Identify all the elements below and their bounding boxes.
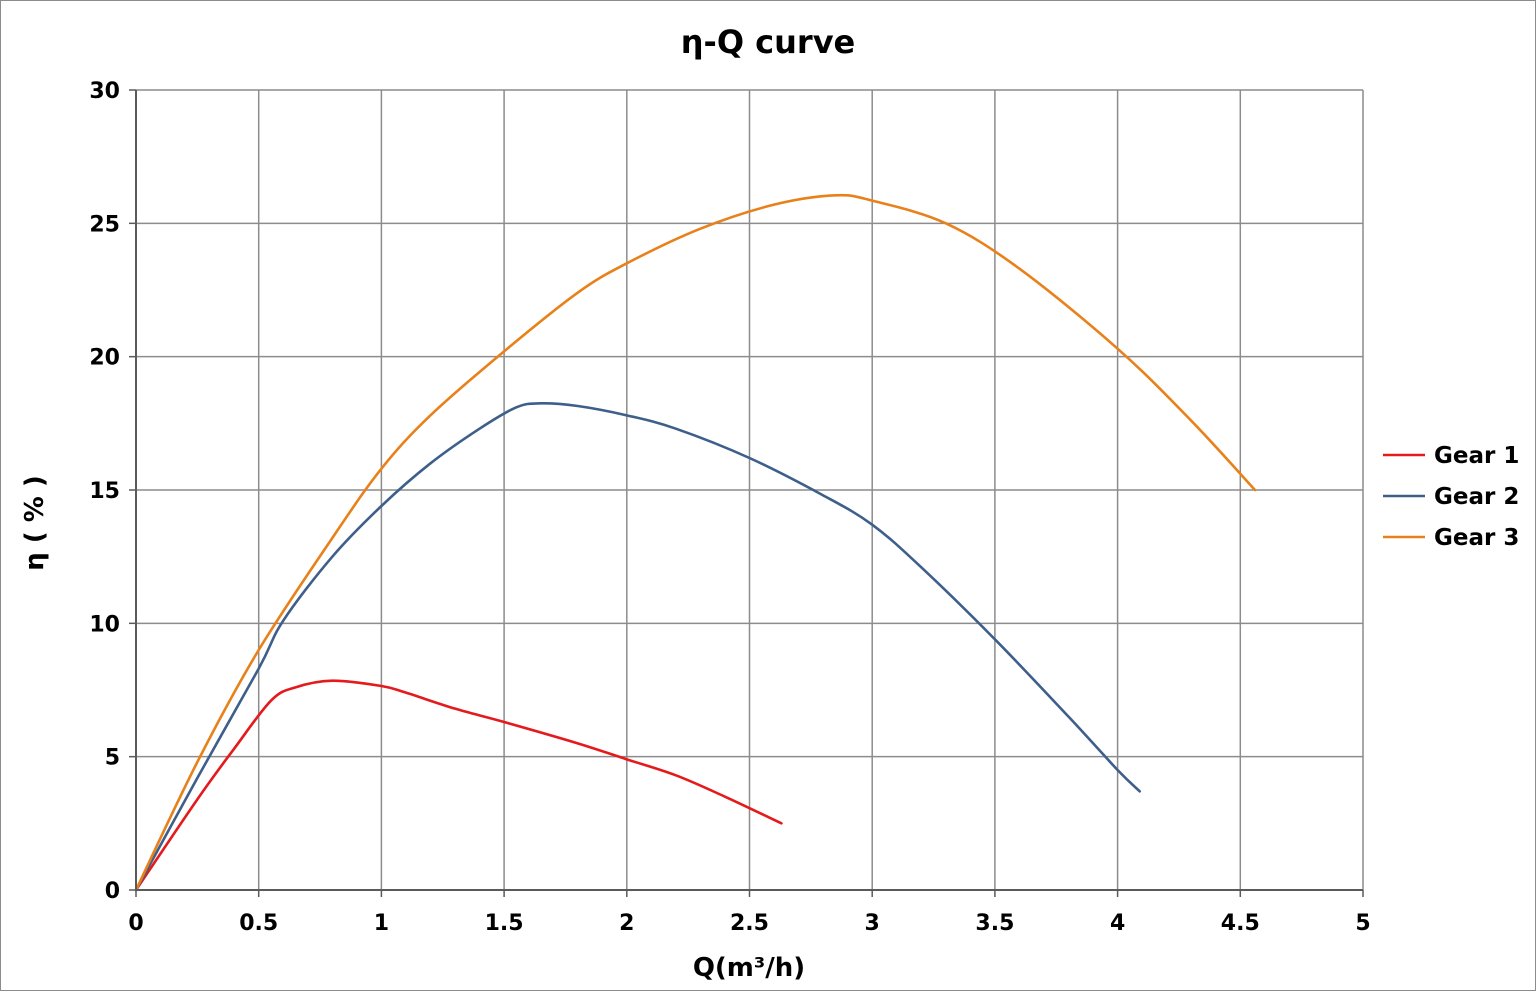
x-tick-label: 2	[619, 911, 634, 936]
y-tick-label: 0	[105, 879, 120, 904]
series-line-gear-1	[134, 679, 783, 892]
x-tick-label: 4	[1110, 911, 1125, 936]
x-tick-label: 2.5	[730, 911, 769, 936]
legend-label-gear-1: Gear 1	[1434, 443, 1519, 469]
y-axis-title: η ( % )	[20, 475, 50, 570]
tick-labels: 0 0.5 1 1.5 2 2.5 3 3.5 4 4.5 5 0 5 10 15 20 25 30	[89, 79, 1370, 936]
x-tick-label: 1	[374, 911, 389, 936]
y-tick-label: 30	[89, 79, 120, 104]
legend-label-gear-3: Gear 3	[1434, 525, 1519, 551]
y-tick-label: 20	[89, 346, 120, 371]
y-tick-label: 15	[89, 479, 120, 504]
x-tick-label: 5	[1355, 911, 1370, 936]
axes	[129, 89, 1364, 897]
chart-title: η-Q curve	[681, 23, 856, 61]
legend-label-gear-2: Gear 2	[1434, 484, 1519, 510]
x-tick-label: 1.5	[485, 911, 524, 936]
series-line-gear-2	[134, 401, 1141, 892]
x-tick-label: 0	[128, 911, 143, 936]
x-tick-label: 0.5	[239, 911, 278, 936]
y-tick-label: 10	[89, 612, 120, 637]
y-tick-label: 5	[105, 746, 120, 771]
series-lines	[134, 193, 1257, 892]
legend: Gear 1 Gear 2 Gear 3	[1383, 443, 1519, 551]
x-tick-label: 3	[865, 911, 880, 936]
series-line-gear-3	[134, 193, 1257, 892]
grid-lines	[136, 89, 1364, 890]
y-tick-label: 25	[89, 212, 120, 237]
x-axis-title: Q(m³/h)	[693, 953, 805, 983]
x-tick-label: 4.5	[1221, 911, 1260, 936]
x-tick-label: 3.5	[975, 911, 1014, 936]
